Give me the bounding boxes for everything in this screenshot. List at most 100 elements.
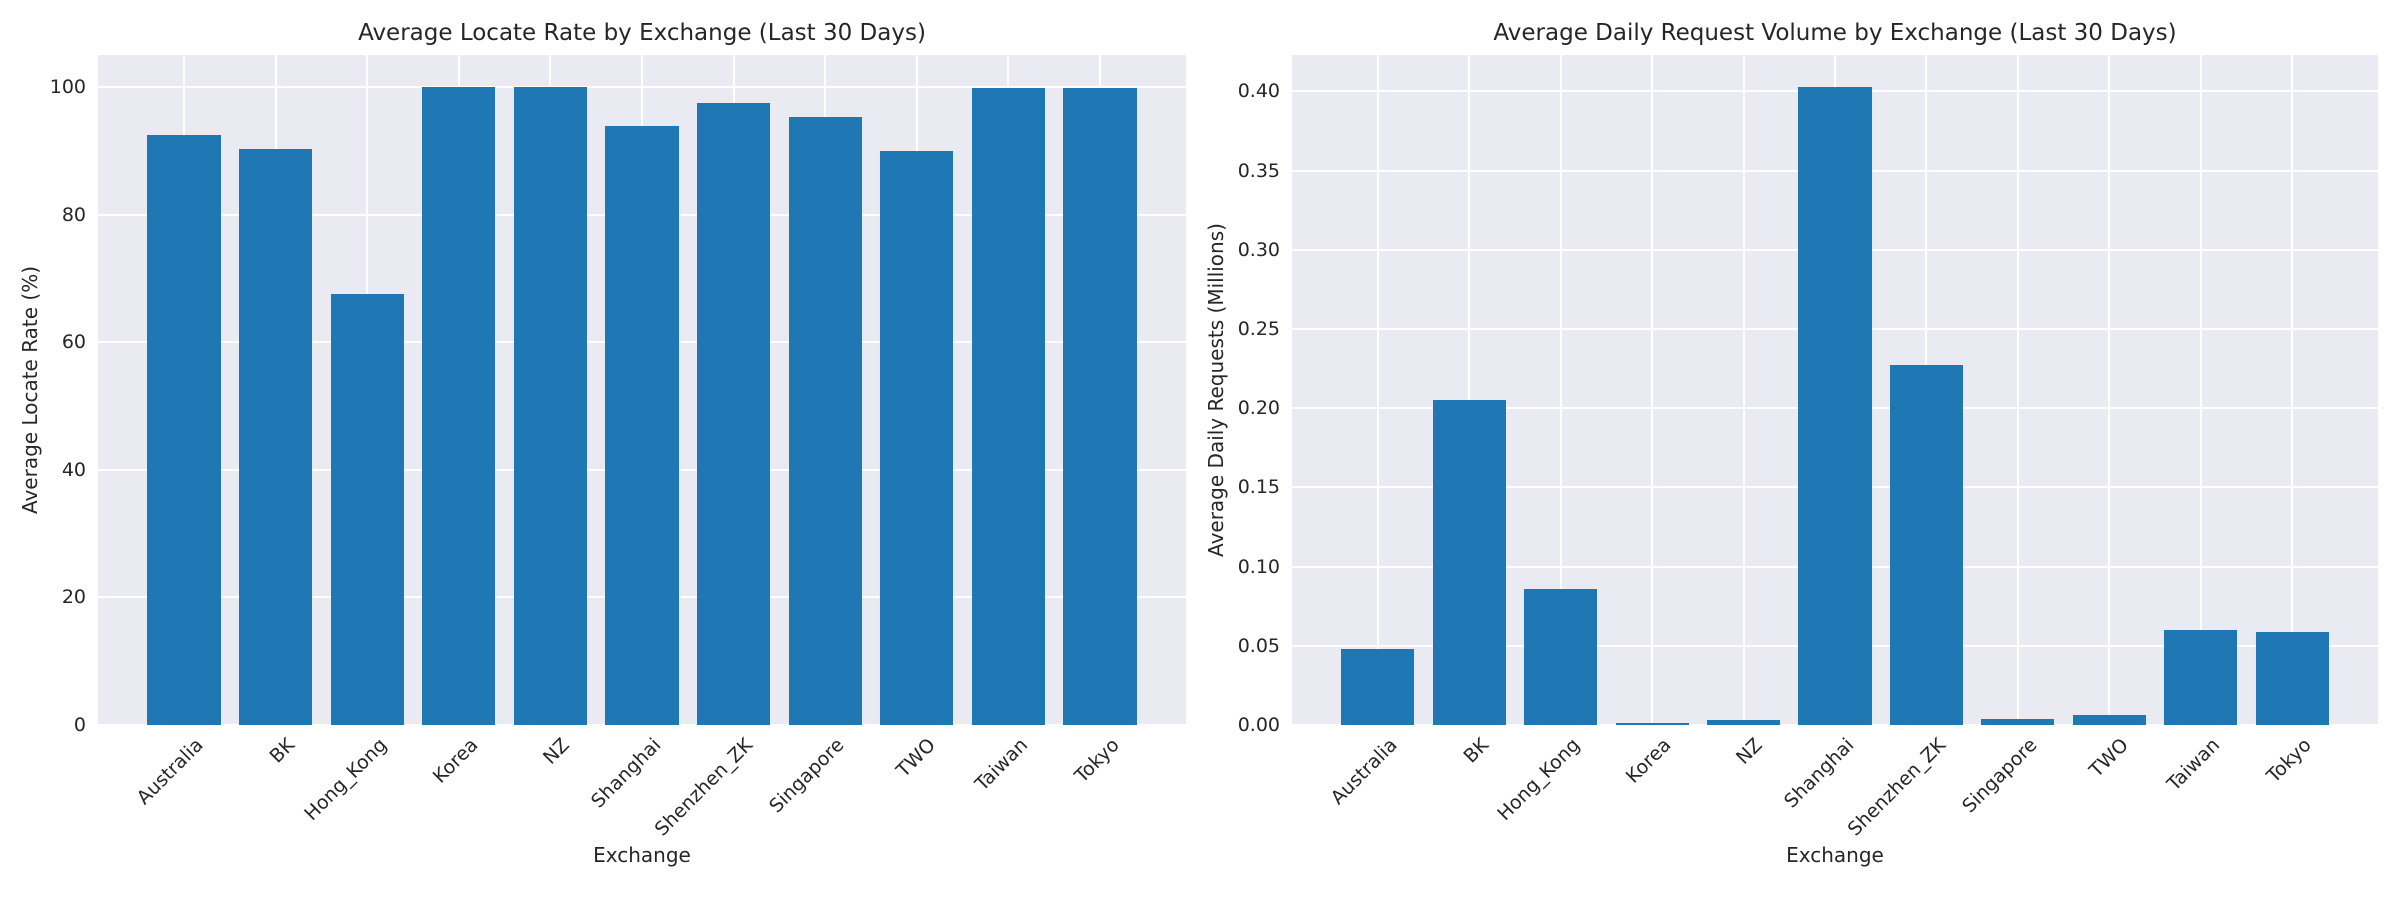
h-gridline <box>1292 486 2378 489</box>
v-gridline <box>1742 55 1745 725</box>
bar <box>788 116 862 725</box>
y-tick-label: 0.00 <box>1237 714 1280 736</box>
bar <box>330 294 404 725</box>
x-tick-label: TWO <box>892 734 941 782</box>
bar <box>1615 723 1689 725</box>
h-gridline <box>1292 90 2378 93</box>
bar <box>696 103 771 725</box>
bar <box>605 125 679 725</box>
y-tick-label: 0.15 <box>1237 476 1280 499</box>
x-tick-label: Hong_Kong <box>299 734 391 826</box>
h-gridline <box>1292 407 2378 410</box>
bar <box>422 86 496 725</box>
y-tick-label: 0.05 <box>1237 634 1280 657</box>
bar <box>1981 718 2055 725</box>
h-gridline <box>1292 248 2378 251</box>
v-gridline <box>1468 55 1471 725</box>
plot-area <box>98 55 1186 726</box>
chart-title: Average Locate Rate by Exchange (Last 30… <box>358 20 926 46</box>
bar <box>239 148 313 725</box>
x-tick-label: TWO <box>2085 734 2133 782</box>
x-tick-label: Singapore <box>1958 734 2042 818</box>
y-tick-label: 0.30 <box>1237 238 1280 261</box>
y-tick-label: 0 <box>73 714 86 736</box>
v-gridline <box>2199 55 2202 725</box>
h-gridline <box>1292 724 2378 726</box>
h-gridline <box>98 213 1186 216</box>
x-axis-label: Exchange <box>1786 843 1884 867</box>
v-gridline <box>1098 55 1101 725</box>
x-tick-label: Taiwan <box>2162 734 2225 796</box>
x-axis-label: Exchange <box>593 843 691 867</box>
y-tick-label: 0.25 <box>1237 318 1280 341</box>
x-tick-label: Korea <box>428 734 483 788</box>
y-tick-label: 40 <box>61 458 86 481</box>
y-axis-label: Average Daily Requests (Millions) <box>1204 223 1228 557</box>
x-tick-label: NZ <box>1732 734 1768 769</box>
v-gridline <box>2291 55 2294 725</box>
h-gridline <box>1292 565 2378 568</box>
v-gridline <box>366 55 369 725</box>
plot-area <box>1292 55 2378 726</box>
v-gridline <box>2108 55 2111 725</box>
bar <box>1707 720 1781 725</box>
y-tick-label: 60 <box>61 331 86 354</box>
y-tick-label: 0.35 <box>1237 159 1280 182</box>
v-gridline <box>1007 55 1010 725</box>
v-gridline <box>1925 55 1928 725</box>
bar <box>2164 629 2238 725</box>
x-tick-label: Shanghai <box>587 734 666 813</box>
bar <box>2072 715 2146 725</box>
v-gridline <box>824 55 827 725</box>
chart-title: Average Daily Request Volume by Exchange… <box>1493 20 2177 46</box>
y-tick-label: 20 <box>61 586 86 609</box>
x-tick-label: Korea <box>1622 734 1676 788</box>
x-tick-label: Shanghai <box>1780 734 1859 813</box>
h-gridline <box>98 341 1186 344</box>
bar <box>147 135 221 725</box>
bar <box>1798 86 1872 725</box>
x-tick-label: Shenzhen_ZK <box>650 734 758 841</box>
y-tick-label: 0.20 <box>1237 397 1280 420</box>
bar <box>2255 631 2329 725</box>
h-gridline <box>98 596 1186 599</box>
x-tick-label: Shenzhen_ZK <box>1843 734 1950 841</box>
v-gridline <box>915 55 918 725</box>
x-tick-label: Tokyo <box>1070 734 1124 788</box>
x-tick-label: BK <box>1459 734 1493 768</box>
bar <box>1889 365 1963 725</box>
bar <box>513 86 588 725</box>
y-tick-label: 80 <box>61 203 86 226</box>
x-tick-label: Australia <box>132 734 208 809</box>
h-gridline <box>98 85 1186 88</box>
v-gridline <box>1834 55 1836 725</box>
x-tick-label: Taiwan <box>970 734 1032 796</box>
v-gridline <box>1651 55 1654 725</box>
v-gridline <box>1376 55 1379 725</box>
v-gridline <box>1559 55 1562 725</box>
bar <box>1341 648 1415 725</box>
h-gridline <box>98 724 1186 726</box>
x-tick-label: Hong_Kong <box>1493 734 1585 826</box>
v-gridline <box>183 55 186 725</box>
x-tick-label: Australia <box>1326 734 1402 809</box>
v-gridline <box>549 55 552 725</box>
h-gridline <box>1292 644 2378 647</box>
v-gridline <box>2016 55 2019 725</box>
x-tick-label: Singapore <box>765 734 849 818</box>
v-gridline <box>641 55 643 725</box>
y-tick-label: 0.10 <box>1237 555 1280 578</box>
bar <box>1524 588 1598 725</box>
h-gridline <box>98 468 1186 471</box>
x-tick-label: NZ <box>539 734 574 769</box>
h-gridline <box>1292 169 2378 172</box>
h-gridline <box>1292 328 2378 331</box>
x-tick-label: BK <box>265 734 300 768</box>
y-axis-label: Average Locate Rate (%) <box>18 265 42 515</box>
v-gridline <box>274 55 277 725</box>
bar <box>1432 400 1506 725</box>
y-tick-label: 100 <box>49 75 86 98</box>
bar <box>971 88 1045 725</box>
